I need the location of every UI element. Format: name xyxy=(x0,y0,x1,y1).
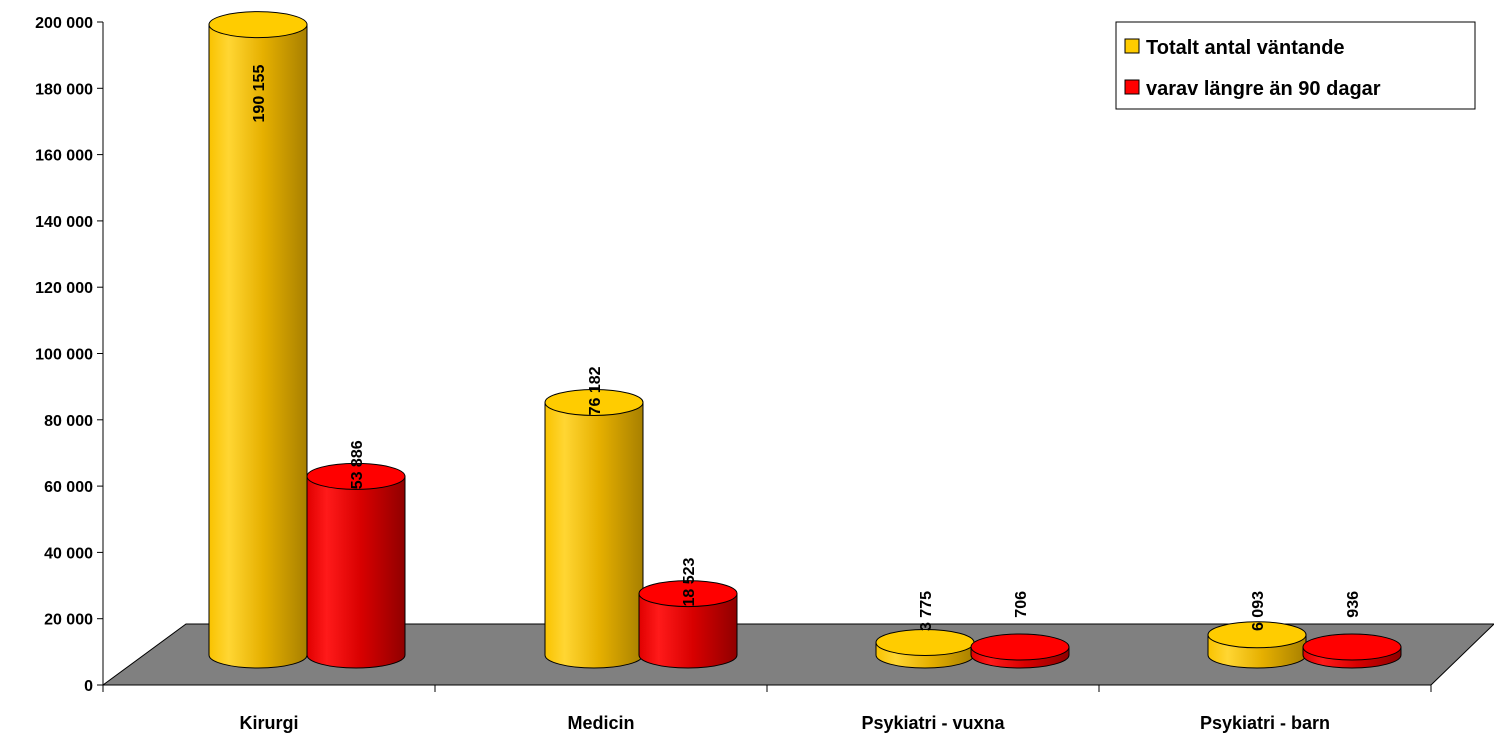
data-label: 18 523 xyxy=(681,557,698,606)
y-tick-label: 40 000 xyxy=(44,545,93,562)
data-labels: 190 155 76 182 3 775 6 093 53 886 18 523 706 93… xyxy=(251,65,1362,632)
y-tick-label: 140 000 xyxy=(35,214,93,231)
y-tick-label: 60 000 xyxy=(44,479,93,496)
bar-total xyxy=(875,628,975,669)
x-ticks xyxy=(102,685,1432,692)
bar-total xyxy=(208,11,308,669)
bar-body xyxy=(544,401,644,669)
legend-box xyxy=(1115,21,1476,110)
bar-top xyxy=(638,580,738,608)
bar-body xyxy=(208,24,308,669)
data-label: 936 xyxy=(1345,591,1362,618)
x-axis: Kirurgi Medicin Psykiatri - vuxna Psykiatri… xyxy=(102,684,1432,733)
legend-label-over-90: varav längre än 90 dagar xyxy=(1146,78,1381,100)
x-category-label: Kirurgi xyxy=(239,713,298,733)
y-tick-label: 80 000 xyxy=(44,413,93,430)
bar-top xyxy=(208,11,308,39)
x-category-label: Medicin xyxy=(567,713,634,733)
y-tick-label: 120 000 xyxy=(35,280,93,297)
y-ticks: 0 20 000 40 000 60 000 80 000 100 000 120 000 1… xyxy=(35,15,103,695)
bar-top xyxy=(970,633,1070,661)
bar-over-90 xyxy=(1302,633,1402,669)
legend-swatch-total xyxy=(1124,38,1140,54)
y-tick-label: 20 000 xyxy=(44,612,93,629)
bar-top xyxy=(306,462,406,490)
bar-top xyxy=(544,388,644,416)
x-tick-labels: Kirurgi Medicin Psykiatri - vuxna Psykiatri… xyxy=(239,713,1330,733)
data-label: 3 775 xyxy=(918,591,935,631)
y-tick-label: 100 000 xyxy=(35,347,93,364)
bar-body xyxy=(306,475,406,669)
bar-total xyxy=(1207,621,1307,669)
bar-over-90 xyxy=(638,580,738,669)
bar-over-90 xyxy=(306,462,406,669)
x-category-label: Psykiatri - vuxna xyxy=(861,713,1005,733)
y-tick-label: 180 000 xyxy=(35,81,93,98)
y-axis: 0 20 000 40 000 60 000 80 000 100 000 120 000 1… xyxy=(35,15,104,695)
bar-total xyxy=(544,388,644,669)
legend-swatch-over-90 xyxy=(1124,79,1140,95)
legend-label-total: Totalt antal väntande xyxy=(1146,37,1345,59)
bar-top xyxy=(1302,633,1402,661)
legend: Totalt antal väntande varav längre än 90… xyxy=(1115,21,1476,110)
bar-top xyxy=(875,628,975,656)
bar-body xyxy=(638,593,738,669)
bar-over-90 xyxy=(970,633,1070,669)
y-tick-label: 160 000 xyxy=(35,148,93,165)
data-label: 706 xyxy=(1013,591,1030,618)
x-category-label: Psykiatri - barn xyxy=(1200,713,1330,733)
bars xyxy=(208,11,1402,669)
y-tick-label: 0 xyxy=(84,678,93,695)
data-label: 53 886 xyxy=(349,440,366,489)
data-label: 6 093 xyxy=(1250,591,1267,631)
data-label: 190 155 xyxy=(251,65,268,123)
y-tick-label: 200 000 xyxy=(35,15,93,32)
bar-top xyxy=(1207,621,1307,649)
data-label: 76 182 xyxy=(587,366,604,415)
